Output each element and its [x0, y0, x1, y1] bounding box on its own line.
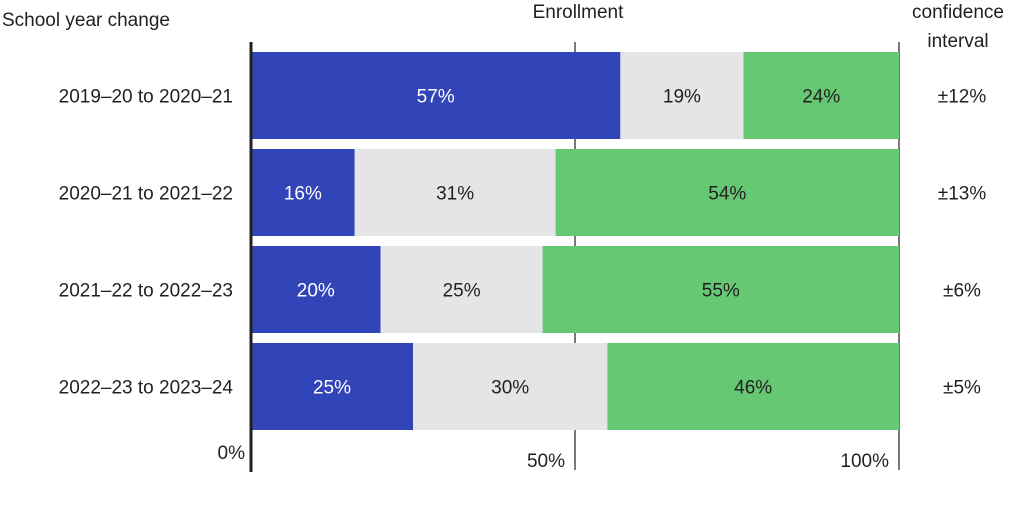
x-tick-label: 0% — [218, 443, 246, 464]
data-label: 16% — [284, 184, 322, 205]
bar-segment — [354, 149, 556, 236]
data-label: 55% — [702, 281, 740, 302]
data-label: 30% — [491, 378, 529, 399]
bars: 57% 19% 24% 16% 31% 54% 20% 25% 55% 25% 30% 46% — [251, 52, 899, 430]
bar-segment — [380, 246, 543, 333]
data-label: 20% — [297, 281, 335, 302]
x-axis: 0% 50% 100% — [218, 42, 889, 472]
bar-segment — [251, 149, 355, 236]
bar-segment — [251, 246, 381, 333]
category-label: 2021–22 to 2022–23 — [59, 281, 233, 302]
ci-header-line1: confidence — [912, 2, 1004, 23]
category-label: 2019–20 to 2020–21 — [59, 87, 233, 108]
category-labels: 2019–20 to 2020–21 2020–21 to 2021–22 2021… — [59, 87, 234, 399]
x-tick-label: 50% — [527, 451, 565, 472]
x-axis-title: Enrollment — [533, 2, 625, 23]
data-label: 46% — [734, 378, 772, 399]
data-label: 57% — [417, 87, 455, 108]
data-label: 25% — [443, 281, 481, 302]
data-label: 25% — [313, 378, 351, 399]
bar-segment — [542, 246, 899, 333]
x-tick-label: 100% — [840, 451, 889, 472]
category-label: 2022–23 to 2023–24 — [59, 378, 234, 399]
data-label: 24% — [802, 87, 840, 108]
data-label: 19% — [663, 87, 701, 108]
confidence-interval-label: ±5% — [943, 378, 981, 399]
ci-header-line2: interval — [927, 31, 988, 52]
confidence-interval-labels: ±12% ±13% ±6% ±5% — [938, 87, 987, 399]
confidence-interval-label: ±6% — [943, 281, 981, 302]
bar-segment — [620, 52, 744, 139]
category-label: 2020–21 to 2021–22 — [59, 184, 233, 205]
bar-segment — [413, 343, 608, 430]
bar-segment — [251, 52, 621, 139]
bar-segment — [743, 52, 899, 139]
bar-segment — [555, 149, 899, 236]
data-label: 31% — [436, 184, 474, 205]
bar-segment — [607, 343, 899, 430]
bar-segment — [251, 343, 413, 430]
category-header: School year change — [2, 10, 170, 31]
confidence-interval-label: ±13% — [938, 184, 987, 205]
data-label: 54% — [708, 184, 746, 205]
confidence-interval-label: ±12% — [938, 87, 987, 108]
